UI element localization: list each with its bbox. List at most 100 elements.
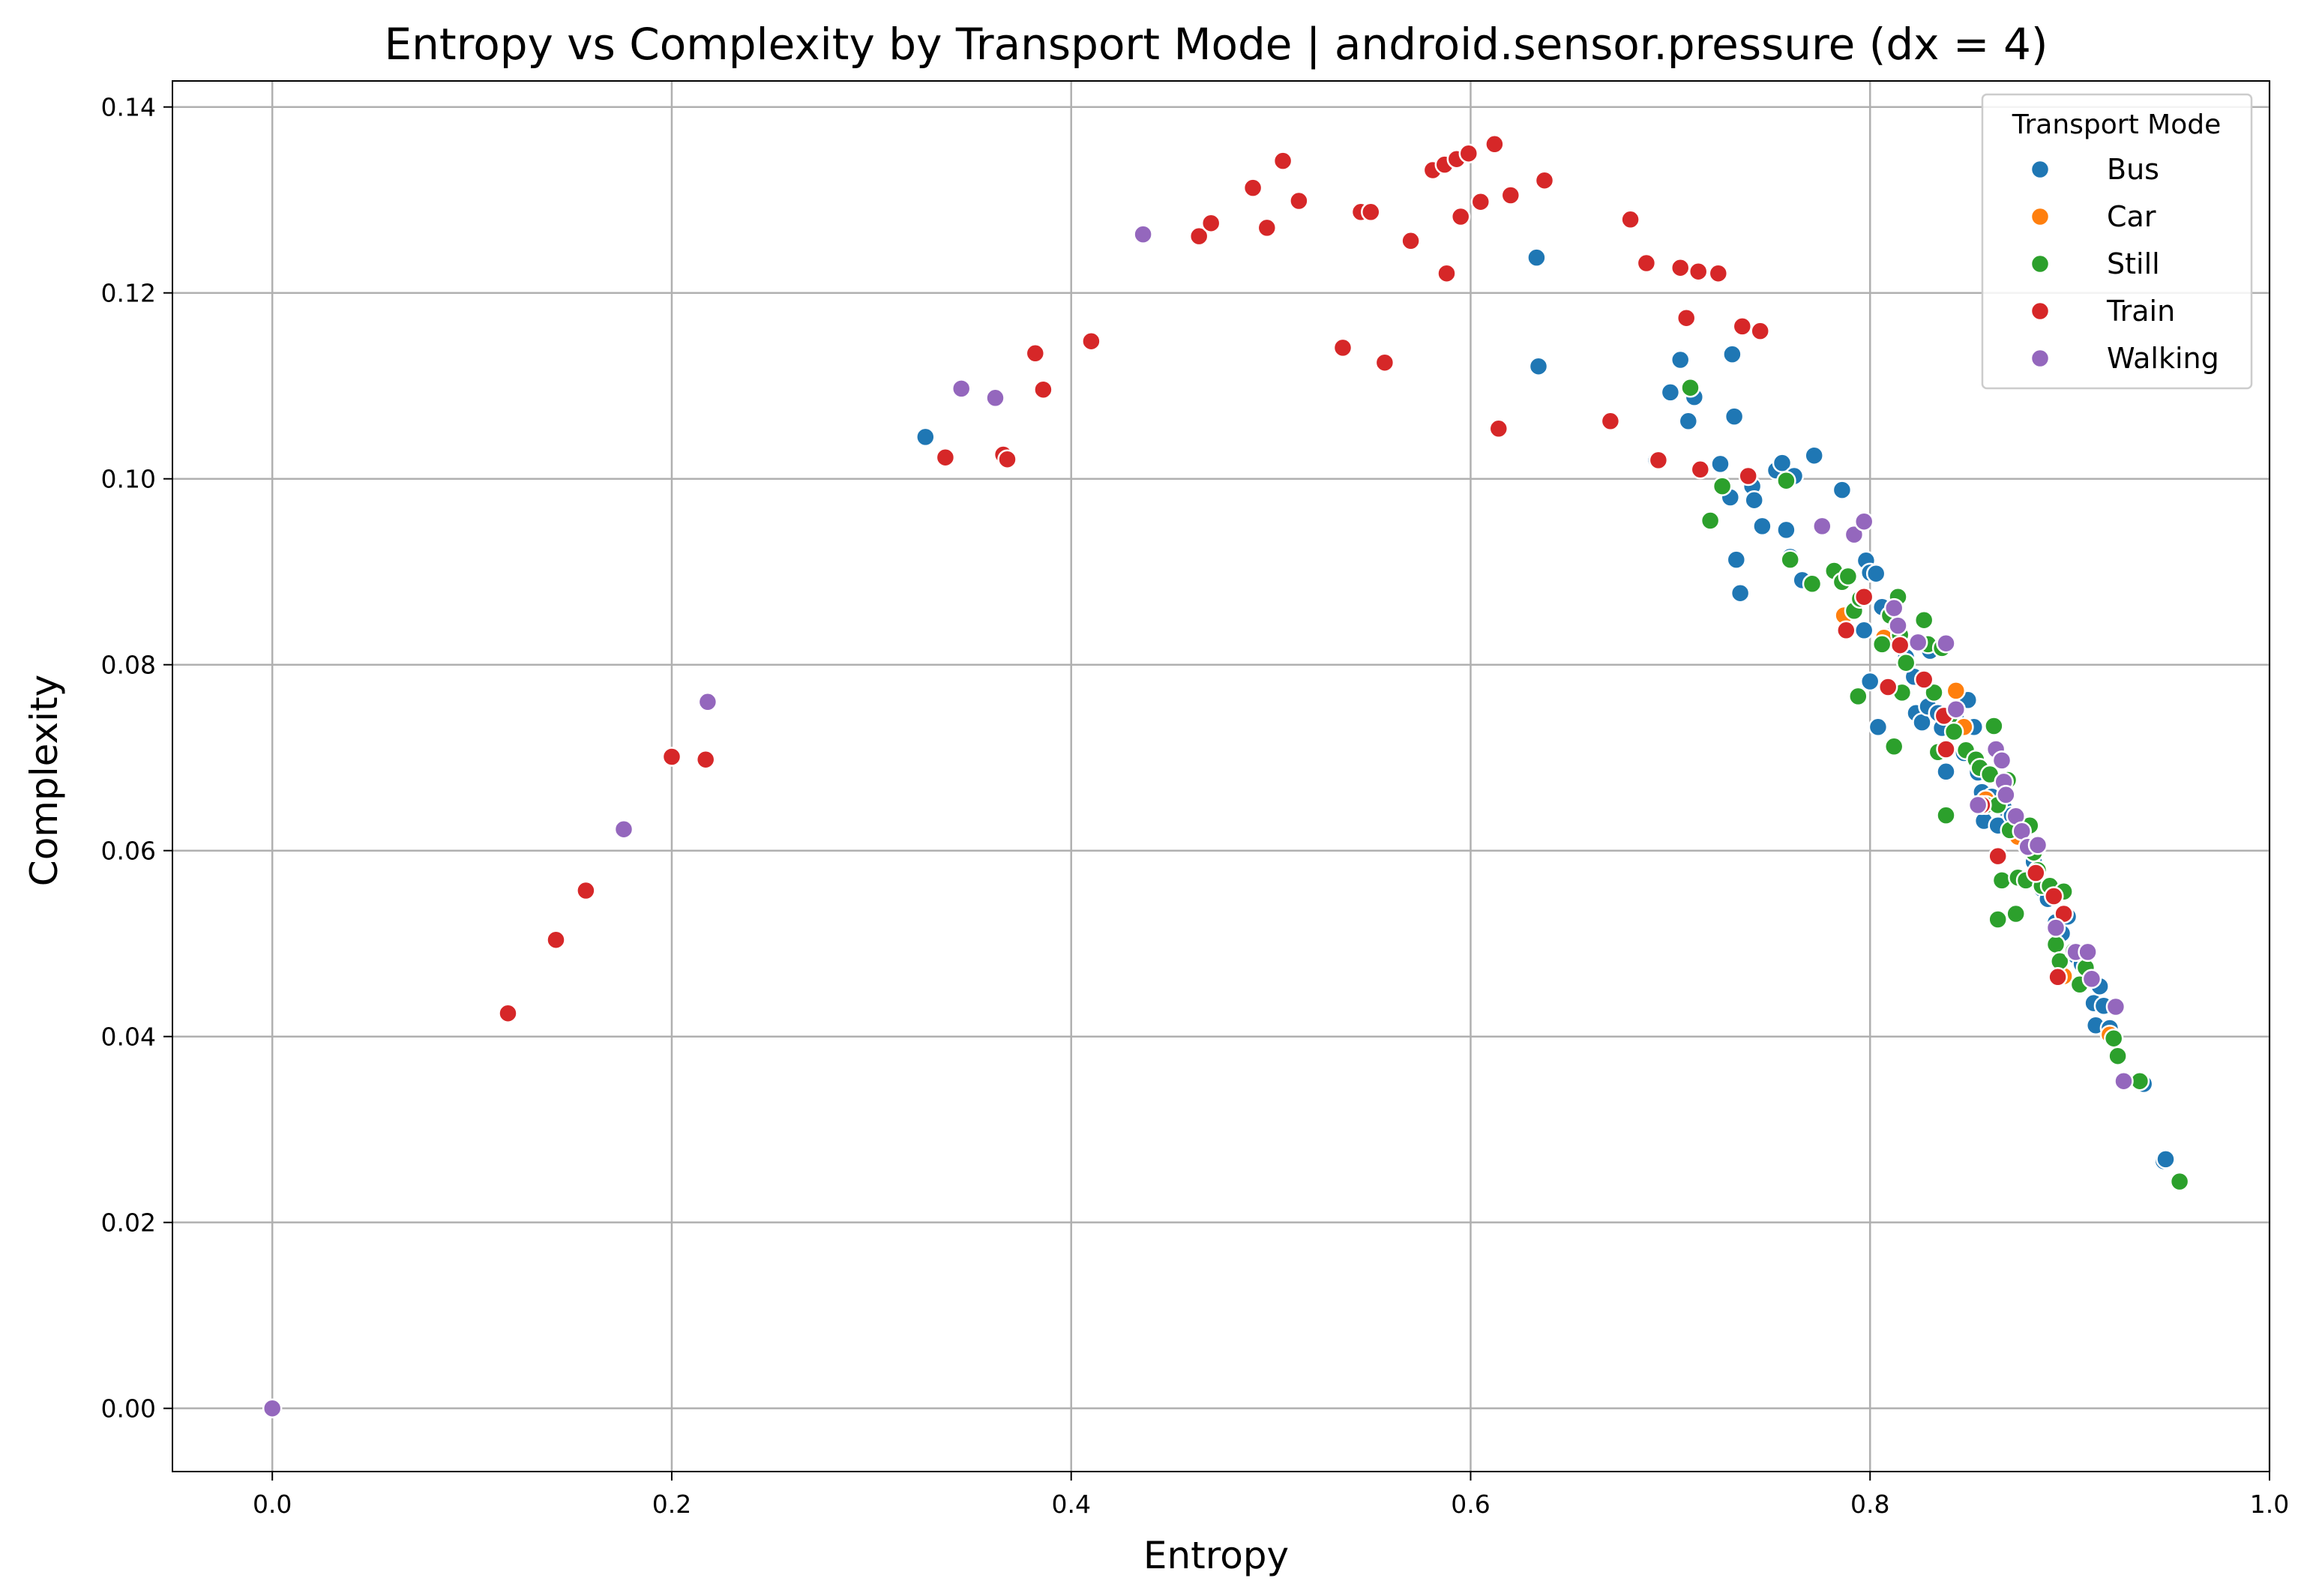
data-point — [1722, 344, 1742, 364]
data-point — [1033, 379, 1053, 400]
data-point — [1437, 263, 1457, 283]
data-point — [1710, 454, 1730, 475]
legend-entry-car: Car — [2030, 200, 2156, 233]
data-point — [1780, 549, 1800, 570]
plot-frame — [172, 80, 2270, 1472]
data-point — [1660, 382, 1681, 403]
data-point — [1750, 321, 1770, 341]
data-point — [1485, 134, 1505, 154]
data-point — [951, 379, 972, 399]
data-point — [2044, 886, 2064, 906]
data-point — [1730, 582, 1751, 603]
legend-entries: Bus Car Still Train Walking — [2030, 153, 2219, 375]
legend-marker — [2030, 253, 2051, 274]
data-point — [1752, 516, 1772, 537]
legend-entry-still: Still — [2030, 247, 2160, 280]
data-point — [1836, 620, 1856, 641]
y-tick-label: 0.06 — [101, 837, 156, 866]
legend-marker — [2030, 301, 2051, 322]
data-point — [1802, 573, 1823, 594]
data-point — [1688, 261, 1709, 282]
data-point — [2045, 918, 2066, 938]
data-point — [1712, 476, 1733, 496]
x-tick-label: 0.8 — [1850, 1490, 1889, 1519]
data-point — [1724, 406, 1745, 427]
data-point — [1871, 634, 1892, 654]
data-point — [1812, 516, 1832, 537]
y-tick-label: 0.08 — [101, 651, 156, 680]
data-point — [1888, 615, 1908, 636]
data-point — [1853, 586, 1874, 607]
data-point — [1853, 620, 1874, 641]
data-point — [1946, 681, 1967, 701]
data-point — [1528, 356, 1549, 376]
data-point — [915, 427, 936, 448]
data-point — [1936, 633, 1956, 654]
data-point — [1690, 460, 1711, 480]
data-point — [1374, 352, 1395, 373]
data-point — [1991, 750, 2012, 771]
data-point — [1924, 682, 1944, 703]
data-point — [498, 1003, 518, 1023]
data-point — [1458, 143, 1479, 163]
data-point — [997, 449, 1017, 469]
x-tick-label: 0.0 — [253, 1490, 292, 1519]
legend-marker — [2030, 206, 2051, 227]
data-point — [1996, 785, 2016, 805]
data-point — [1600, 411, 1621, 432]
data-point — [1025, 343, 1046, 364]
data-point — [1991, 870, 2012, 891]
data-point — [1883, 736, 1904, 757]
data-point — [1936, 739, 1956, 759]
data-point — [1648, 450, 1669, 471]
data-point — [1804, 445, 1824, 466]
data-point — [1188, 226, 1209, 247]
data-point — [1984, 716, 2004, 736]
legend-entry-walking: Walking — [2030, 342, 2219, 375]
data-point — [1700, 511, 1721, 531]
data-point — [2103, 1028, 2124, 1049]
data-point — [1401, 231, 1421, 251]
legend-label: Walking — [2107, 342, 2219, 375]
legend-label: Train — [2106, 295, 2175, 328]
data-point — [1361, 202, 1381, 223]
legend-title: Transport Mode — [2012, 109, 2221, 140]
data-point — [1967, 795, 1988, 816]
data-point — [1620, 209, 1640, 230]
y-tick-label: 0.02 — [101, 1208, 156, 1238]
legend-label: Car — [2107, 200, 2156, 233]
legend-marker — [2030, 348, 2051, 369]
data-point — [1943, 721, 1964, 742]
y-axis-label: Complexity — [22, 675, 66, 886]
y-tick-label: 0.10 — [101, 465, 156, 494]
data-point — [1776, 470, 1796, 491]
legend-label: Still — [2107, 247, 2160, 280]
data-point — [262, 1398, 283, 1418]
data-point — [2078, 942, 2098, 963]
data-point — [2169, 1171, 2190, 1192]
data-point — [1868, 717, 1889, 738]
chart-title: Entropy vs Complexity by Transport Mode … — [385, 19, 2048, 70]
data-point — [1678, 411, 1699, 432]
data-point — [1946, 699, 1967, 720]
data-point — [1936, 805, 1956, 825]
data-point — [1242, 178, 1263, 198]
data-point — [2105, 996, 2126, 1017]
data-point — [1200, 213, 1221, 233]
data-point — [1865, 563, 1886, 584]
data-point — [1732, 316, 1753, 337]
data-point — [697, 692, 718, 712]
data-point — [1272, 151, 1293, 171]
x-tick-label: 0.4 — [1051, 1490, 1090, 1519]
data-point — [1832, 480, 1853, 500]
data-point — [613, 819, 634, 840]
data-point — [1488, 418, 1509, 439]
legend: Transport Mode Bus Car Still Train Walking — [1981, 93, 2253, 390]
data-point — [1680, 377, 1700, 398]
data-point — [1776, 520, 1796, 540]
data-point — [1844, 524, 1865, 545]
legend-entry-train: Train — [2030, 295, 2175, 328]
data-point — [1907, 632, 1928, 653]
data-point — [2006, 903, 2026, 924]
